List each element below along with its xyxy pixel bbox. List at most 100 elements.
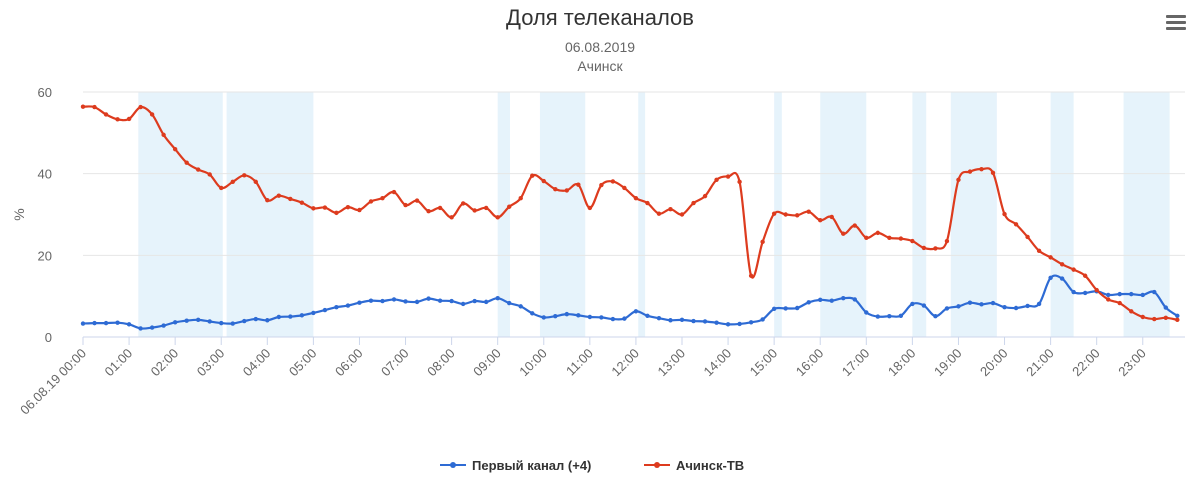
series-2-point-80: [1002, 211, 1007, 217]
series-1-point-27: [391, 297, 397, 302]
series-2-point-82: [1025, 234, 1030, 240]
series-1-point-29: [414, 299, 420, 305]
series-1-point-18: [288, 314, 293, 319]
series-1-point-85: [1059, 276, 1065, 281]
x-tick-label-11: 11:00: [563, 346, 596, 379]
series-1-point-13: [230, 321, 235, 326]
series-1-point-53: [691, 318, 696, 324]
series-1-point-55: [714, 320, 719, 325]
series-2-point-68: [864, 235, 869, 240]
series-1-point-24: [357, 300, 362, 305]
series-2-point-39: [530, 173, 535, 178]
x-tick-label-9: 09:00: [470, 346, 504, 380]
y-tick-label-0: 0: [45, 330, 52, 345]
x-tick-label-16: 16:00: [793, 346, 827, 380]
series-1-point-89: [1106, 292, 1111, 298]
series-1-point-52: [679, 317, 685, 323]
series-2-point-28: [403, 202, 408, 208]
series-1-point-8: [172, 320, 178, 325]
series-2-point-56: [725, 174, 731, 179]
series-2-point-26: [380, 195, 385, 201]
hamburger-menu-icon[interactable]: [1164, 12, 1188, 34]
x-tick-label-3: 03:00: [194, 346, 228, 380]
series-1-point-3: [115, 320, 120, 325]
series-2-point-36: [495, 215, 500, 220]
series-1-point-0: [80, 321, 86, 326]
series-1-point-51: [668, 318, 673, 323]
series-1-point-57: [737, 321, 742, 327]
series-1-point-21: [322, 307, 328, 313]
legend-item-series-1[interactable]: Первый канал (+4): [440, 455, 591, 475]
series-1-point-22: [334, 304, 339, 310]
series-1-point-65: [829, 298, 834, 303]
series-1-point-4: [126, 322, 132, 327]
series-1-point-68: [864, 310, 869, 315]
series-2-point-87: [1082, 273, 1088, 278]
series-2-point-81: [1013, 222, 1019, 227]
series-2-point-91: [1129, 309, 1134, 314]
y-axis-title: %: [11, 208, 27, 220]
x-tick-label-5: 05:00: [286, 346, 320, 380]
chart-title: Доля телеканалов: [506, 5, 694, 30]
x-tick-label-18: 18:00: [885, 346, 919, 380]
x-tick-label-10: 10:00: [516, 346, 550, 380]
chart-subtitle-date: 06.08.2019: [564, 39, 636, 55]
series-2-point-22: [334, 210, 339, 216]
series-1-point-66: [841, 296, 846, 301]
series-2-point-46: [610, 179, 616, 184]
highlight-band-0: [138, 92, 223, 337]
series-1-point-42: [564, 311, 570, 317]
series-1-point-93: [1152, 289, 1157, 295]
series-1-point-7: [161, 323, 166, 328]
legend-item-series-2[interactable]: Ачинск-ТВ: [644, 455, 744, 475]
series-1-point-54: [702, 319, 708, 324]
highlight-band-9: [1050, 92, 1074, 337]
series-1-point-70: [887, 313, 892, 319]
series-1-point-19: [299, 313, 305, 318]
series-1-point-16: [265, 318, 270, 323]
series-2-point-9: [184, 160, 189, 165]
series-2-point-24: [357, 207, 362, 213]
chart-subtitle: 06.08.2019 Ачинск: [0, 38, 1200, 76]
series-1-point-47: [622, 316, 627, 321]
series-1-point-67: [852, 297, 857, 302]
series-1-point-58: [748, 320, 754, 325]
series-2-point-16: [265, 198, 270, 203]
x-tick-label-21: 21:00: [1023, 346, 1057, 380]
series-2-point-63: [806, 209, 811, 214]
series-2-point-31: [437, 205, 443, 211]
series-1-point-73: [921, 303, 927, 308]
series-1-point-76: [956, 304, 961, 309]
series-1-point-20: [311, 310, 316, 316]
series-1-point-17: [276, 314, 282, 320]
series-1-point-62: [794, 305, 800, 311]
x-tick-label-15: 15:00: [747, 346, 781, 380]
highlight-band-7: [912, 92, 927, 337]
series-2-point-92: [1140, 314, 1145, 320]
series-2-point-8: [172, 146, 178, 152]
series-1-point-86: [1071, 289, 1076, 295]
x-tick-label-14: 14:00: [701, 346, 735, 380]
series-2-point-29: [414, 198, 420, 203]
series-1-point-71: [898, 313, 904, 318]
series-2-point-42: [564, 188, 570, 193]
series-1-point-9: [184, 318, 189, 323]
series-2-point-7: [161, 132, 166, 138]
series-2-point-44: [587, 205, 593, 211]
x-tick-label-7: 07:00: [378, 346, 412, 380]
series-1-point-14: [242, 318, 247, 324]
series-2-point-58: [748, 273, 754, 278]
series-1-point-81: [1013, 305, 1019, 311]
series-1-point-34: [472, 298, 477, 304]
series-2-point-53: [691, 200, 696, 206]
series-2-point-45: [599, 182, 604, 188]
series-2-point-6: [149, 112, 155, 117]
y-tick-label-1: 20: [38, 248, 52, 263]
series-1-point-92: [1140, 292, 1145, 298]
series-2-point-40: [541, 178, 546, 184]
series-2-point-84: [1048, 255, 1053, 260]
x-tick-label-13: 13:00: [654, 346, 688, 380]
series-1-point-28: [403, 299, 408, 304]
series-1-point-75: [944, 306, 950, 311]
series-2-point-38: [518, 195, 523, 201]
